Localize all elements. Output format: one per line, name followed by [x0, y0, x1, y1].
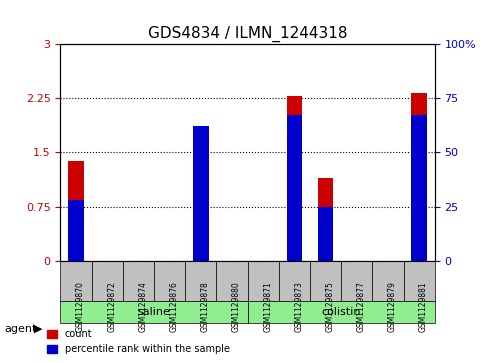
- Bar: [286, 96, 302, 261]
- FancyBboxPatch shape: [154, 261, 185, 301]
- FancyBboxPatch shape: [341, 261, 372, 301]
- FancyBboxPatch shape: [92, 261, 123, 301]
- Text: GSM1129881: GSM1129881: [419, 281, 428, 332]
- Text: GSM1129870: GSM1129870: [76, 281, 85, 332]
- Text: GSM1129874: GSM1129874: [138, 281, 147, 332]
- Text: GSM1129879: GSM1129879: [388, 281, 397, 332]
- Text: GSM1129875: GSM1129875: [326, 281, 335, 332]
- Text: GSM1129880: GSM1129880: [232, 281, 241, 332]
- Text: GSM1129872: GSM1129872: [107, 281, 116, 332]
- FancyBboxPatch shape: [123, 261, 154, 301]
- Text: GSM1129878: GSM1129878: [201, 281, 210, 332]
- Bar: [68, 200, 84, 261]
- Bar: [193, 136, 209, 261]
- Text: GSM1129873: GSM1129873: [294, 281, 303, 332]
- Text: saline: saline: [138, 307, 170, 317]
- Legend: count, percentile rank within the sample: count, percentile rank within the sample: [43, 326, 234, 358]
- FancyBboxPatch shape: [310, 261, 341, 301]
- Text: ▶: ▶: [34, 323, 43, 334]
- Bar: [318, 178, 333, 261]
- Bar: [193, 126, 209, 261]
- Bar: [318, 207, 333, 261]
- FancyBboxPatch shape: [279, 261, 310, 301]
- FancyBboxPatch shape: [185, 261, 216, 301]
- Text: GSM1129871: GSM1129871: [263, 281, 272, 332]
- FancyBboxPatch shape: [247, 301, 435, 323]
- FancyBboxPatch shape: [403, 261, 435, 301]
- Bar: [68, 161, 84, 261]
- Bar: [412, 93, 427, 261]
- FancyBboxPatch shape: [60, 261, 92, 301]
- Text: GSM1129877: GSM1129877: [357, 281, 366, 332]
- Bar: [286, 115, 302, 261]
- Text: GSM1129876: GSM1129876: [170, 281, 179, 332]
- Text: colistin: colistin: [321, 307, 361, 317]
- Bar: [412, 115, 427, 261]
- Title: GDS4834 / ILMN_1244318: GDS4834 / ILMN_1244318: [148, 26, 347, 42]
- FancyBboxPatch shape: [216, 261, 247, 301]
- FancyBboxPatch shape: [60, 301, 247, 323]
- Text: agent: agent: [5, 323, 37, 334]
- FancyBboxPatch shape: [247, 261, 279, 301]
- FancyBboxPatch shape: [372, 261, 403, 301]
